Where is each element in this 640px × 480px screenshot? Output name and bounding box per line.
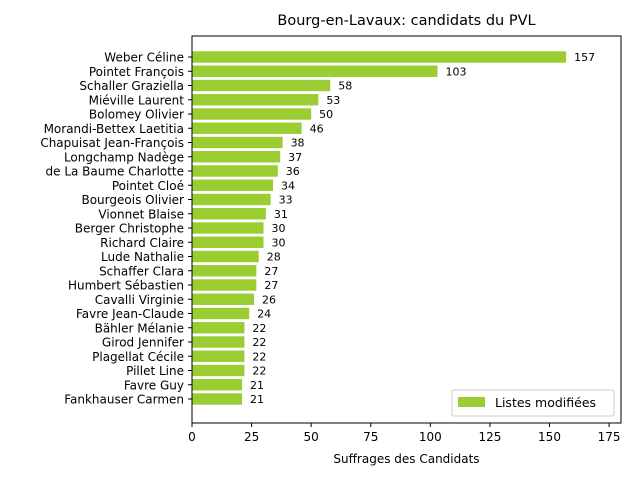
chart-title: Bourg-en-Lavaux: candidats du PVL [277,13,535,29]
y-tick-label: Richard Claire [100,236,184,250]
y-tick-label: de La Baume Charlotte [46,165,185,179]
y-tick-label: Pointet Cloé [112,179,184,193]
bar [192,136,283,149]
bar-value-label: 27 [264,265,278,278]
bar [192,65,438,77]
y-tick-label: Vionnet Blaise [98,207,184,221]
y-tick-label: Fankhauser Carmen [64,393,184,407]
bar-value-label: 24 [257,308,271,321]
bar-value-label: 21 [250,379,264,392]
bar-value-label: 50 [319,108,333,121]
bar [192,379,243,391]
y-tick-label: Bähler Mélanie [95,321,184,335]
legend-box [451,389,615,417]
y-tick-label: Chapuisat Jean-François [40,136,184,150]
bar-value-label: 22 [252,322,266,335]
y-tick-label: Girod Jennifer [102,336,184,350]
x-tick-label: 25 [244,430,259,444]
bar-value-label: 30 [272,222,286,235]
bar-value-label: 38 [291,137,305,150]
y-tick-label: Bourgeois Olivier [81,193,184,207]
x-tick-label: 75 [363,430,378,444]
x-tick-labels: 0 25 50 75 100 125 150 175 [188,423,621,444]
x-tick-label: 100 [419,430,442,444]
bar [192,364,245,377]
bar-value-label: 53 [326,94,340,107]
bar [192,322,245,334]
bar-value-label: 103 [445,65,466,78]
bar-value-label: 58 [338,80,352,93]
bar [192,94,319,106]
bar [192,122,302,134]
x-tick-label: 150 [538,430,561,444]
y-tick-label: Favre Guy [124,378,184,392]
bar [192,393,243,405]
legend-swatch [458,397,485,407]
bar [192,293,254,305]
x-tick-label: 50 [304,430,319,444]
y-tick-label: Berger Christophe [75,222,184,236]
bar-value-label: 33 [279,194,293,207]
bar [192,336,245,348]
bar-value-label: 27 [264,279,278,292]
bar [192,208,266,220]
y-tick-label: Cavalli Virginie [95,293,184,307]
bar [192,350,245,362]
bars-layer: 1571035853504638373634333130302827272624… [192,51,595,406]
y-tick-label: Schaffer Clara [99,264,184,278]
bar-value-label: 31 [274,208,288,221]
bar [192,179,274,191]
y-tick-label: Plagellat Cécile [92,350,184,364]
bar [192,279,257,291]
x-axis-label: Suffrages des Candidats [333,452,479,466]
y-tick-label: Humbert Sébastien [68,279,184,293]
y-tick-label: Weber Céline [104,51,184,65]
legend-label: Listes modifiées [495,395,596,410]
bar [192,79,331,92]
bar-value-label: 157 [574,51,595,64]
bar [192,151,281,163]
y-tick-label: Longchamp Nadège [64,150,184,164]
bar [192,51,567,63]
x-tick-label: 175 [598,430,621,444]
y-tick-label: Bolomey Olivier [89,108,184,122]
bar-value-label: 46 [310,122,324,135]
y-tick-label: Pointet François [89,65,184,79]
bar-value-label: 36 [286,165,300,178]
x-tick-label: 0 [188,430,196,444]
y-tick-label: Pillet Line [126,364,184,378]
bar-value-label: 26 [262,293,276,306]
bar [192,265,257,277]
bar [192,250,259,263]
bar-value-label: 22 [252,350,266,363]
bar-value-label: 30 [272,236,286,249]
bar-value-label: 34 [281,179,295,192]
bar-value-label: 21 [250,393,264,406]
y-tick-label: Morandi-Bettex Laetitia [44,122,184,136]
bar-value-label: 28 [267,251,281,264]
y-tick-label: Lude Nathalie [101,250,184,264]
legend: Listes modifiées [451,389,615,417]
y-tick-label: Schaller Graziella [79,79,184,93]
y-tick-label: Favre Jean-Claude [76,307,184,321]
x-tick-label: 125 [478,430,501,444]
bar-value-label: 37 [288,151,302,164]
bar [192,108,312,120]
bar-value-label: 22 [252,336,266,349]
bar [192,165,278,177]
bar [192,222,264,234]
plot-frame [191,35,622,424]
y-tick-label: Miéville Laurent [89,93,185,107]
bar [192,307,250,320]
bar [192,236,264,248]
bar-value-label: 22 [252,365,266,378]
bar [192,193,271,206]
